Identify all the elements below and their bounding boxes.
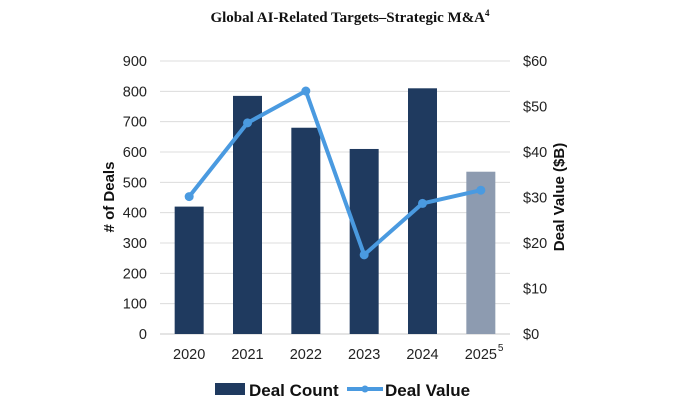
y2-tick-label: $30: [523, 191, 547, 207]
x-tick-label: 2020: [173, 347, 205, 363]
deal-value-point-2024: [418, 198, 427, 208]
y-axis-left-title: # of Deals: [101, 162, 118, 233]
y-axis-right-ticks: $0 $10 $20 $30 $40 $50 $60: [523, 54, 547, 343]
deal-value-line: [187, 89, 482, 257]
y2-tick-label: $20: [523, 236, 547, 252]
y-tick-label: 800: [123, 84, 147, 100]
x-tick-label: 2024: [406, 347, 438, 363]
legend-label-deal-value: Deal Value: [385, 381, 470, 400]
y-tick-label: 100: [123, 297, 147, 313]
y2-tick-label: $60: [523, 54, 547, 70]
line-deal-value: [184, 86, 486, 260]
x-tick-label: 2022: [290, 347, 322, 363]
legend-swatch-deal-value-marker: [361, 385, 369, 393]
title-footnote: 4: [485, 8, 490, 18]
y-tick-label: 0: [139, 327, 147, 343]
legend-swatch-deal-count: [215, 383, 245, 395]
y2-tick-label: $40: [523, 145, 547, 161]
y2-tick-label: $0: [523, 327, 539, 343]
bar-2025: [466, 171, 496, 334]
bar-2020: [174, 206, 204, 334]
gridlines: [160, 60, 510, 335]
chart-title: Global AI-Related Targets–Strategic M&A4: [0, 8, 700, 27]
y-tick-label: 200: [123, 266, 147, 282]
bars-deal-count: [174, 88, 496, 334]
y-tick-label: 300: [123, 236, 147, 252]
y-tick-label: 400: [123, 206, 147, 222]
x-tick-label: 2023: [348, 347, 380, 363]
deal-value-point-2020: [184, 192, 194, 202]
deal-value-point-2021: [243, 118, 252, 128]
x-tick-footnote: 5: [498, 343, 504, 354]
y-axis-right-title: Deal Value ($B): [551, 143, 568, 251]
bar-2021: [233, 95, 262, 334]
y-tick-label: 700: [123, 115, 147, 131]
y2-tick-label: $50: [523, 100, 547, 116]
legend-label-deal-count: Deal Count: [249, 381, 339, 400]
y-tick-label: 500: [123, 175, 147, 191]
y-axis-left-ticks: 0 100 200 300 400 500 600 700 800 900: [123, 54, 147, 343]
y-tick-label: 600: [123, 145, 147, 161]
bar-2022: [291, 127, 321, 334]
x-tick-label: 2025: [465, 347, 497, 363]
y-tick-label: 900: [123, 54, 147, 70]
x-axis-ticks: 2020 2021 2022 2023 2024 2025 5: [173, 343, 504, 363]
bar-2023: [349, 148, 379, 334]
x-tick-label: 2021: [231, 347, 263, 363]
chart-title-text: Global AI-Related Targets–Strategic M&A: [210, 10, 486, 26]
legend: Deal Count Deal Value: [215, 381, 470, 400]
deal-value-point-2025: [476, 185, 486, 195]
deal-value-point-2022: [301, 86, 311, 96]
y2-tick-label: $10: [523, 282, 547, 298]
deal-value-point-2023: [359, 250, 369, 260]
